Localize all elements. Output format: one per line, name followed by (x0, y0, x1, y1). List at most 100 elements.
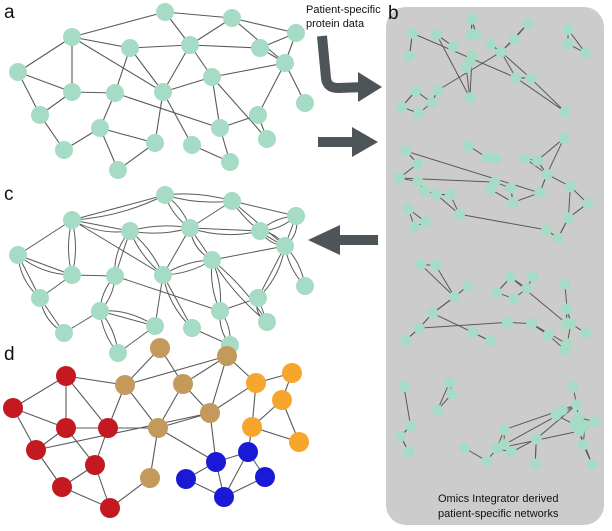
network-node (431, 404, 443, 416)
network-edge (435, 265, 456, 298)
patient-network (395, 376, 601, 470)
cluster-node (242, 417, 262, 437)
network-node (91, 302, 109, 320)
network-node (481, 152, 493, 164)
network-node (181, 36, 199, 54)
network-node (564, 181, 576, 193)
cluster-node (52, 477, 72, 497)
network-node (495, 46, 507, 58)
network-node (586, 458, 598, 470)
input-label-line2: protein data (306, 18, 365, 30)
network-node (400, 334, 412, 346)
network-node (562, 24, 574, 36)
network-node (444, 376, 456, 388)
network-node (223, 192, 241, 210)
input-label-line1: Patient-specific (306, 4, 381, 16)
network-edge (71, 194, 166, 221)
network-edge (99, 127, 156, 144)
network-node (567, 381, 579, 393)
network-edge (162, 91, 193, 146)
network-node (526, 318, 538, 330)
cluster-node (206, 452, 226, 472)
network-node (431, 29, 443, 41)
network-node (507, 196, 519, 208)
network-node (31, 106, 49, 124)
network-node (562, 212, 574, 224)
network-node (426, 97, 438, 109)
network-edge (257, 62, 286, 116)
network-edge (71, 36, 131, 49)
network-node (444, 189, 456, 201)
panel-letter-b: b (388, 3, 399, 24)
network-node (403, 203, 415, 215)
cluster-node (200, 403, 220, 423)
network-node (154, 266, 172, 284)
network-node (109, 344, 127, 362)
network-node (408, 221, 420, 233)
network-a (9, 3, 314, 179)
network-node (395, 430, 407, 442)
network-edge (71, 11, 166, 38)
cluster-node (3, 398, 23, 418)
network-node (405, 420, 417, 432)
network-node (287, 24, 305, 42)
network-node (406, 27, 418, 39)
output-label-line2: patient-specific networks (438, 508, 559, 520)
network-node (249, 106, 267, 124)
panel-letter-c: c (4, 184, 14, 205)
network-node (550, 409, 562, 421)
network-node (521, 282, 533, 294)
network-edge (164, 11, 233, 19)
network-node (484, 38, 496, 50)
network-node (427, 307, 439, 319)
panel-letter-d: d (4, 344, 15, 365)
network-node (223, 9, 241, 27)
network-edge (536, 137, 565, 162)
network-edge (157, 427, 217, 463)
network-node (458, 442, 470, 454)
network-edge (12, 375, 67, 409)
cluster-node (56, 418, 76, 438)
network-edge (189, 227, 261, 236)
network-node (296, 277, 314, 295)
network-edge (114, 92, 221, 129)
network-node (146, 134, 164, 152)
network-node (571, 399, 583, 411)
network-node (579, 327, 591, 339)
network-node (412, 176, 424, 188)
network-node (508, 33, 520, 45)
network-edge (35, 412, 211, 451)
network-node (181, 219, 199, 237)
network-node (508, 293, 520, 305)
network-edge (124, 355, 228, 386)
network-node (505, 182, 517, 194)
network-edge (405, 150, 540, 194)
network-node (559, 106, 571, 118)
network-node (430, 188, 442, 200)
network-node (91, 119, 109, 137)
cluster-node (115, 375, 135, 395)
network-node (589, 416, 601, 428)
network-node (63, 211, 81, 229)
network-node (466, 13, 478, 25)
cluster-node (56, 366, 76, 386)
panel-b-background (386, 7, 604, 525)
network-node (403, 50, 415, 62)
network-node (577, 439, 589, 451)
network-node (249, 289, 267, 307)
network-node (561, 338, 573, 350)
network-node (541, 224, 553, 236)
network-node (580, 47, 592, 59)
cluster-node (176, 469, 196, 489)
network-node (466, 50, 478, 62)
cluster-node (272, 390, 292, 410)
network-node (485, 335, 497, 347)
network-node (565, 318, 577, 330)
network-node (258, 313, 276, 331)
network-node (501, 316, 513, 328)
network-node (63, 83, 81, 101)
network-node (530, 433, 542, 445)
network-node (430, 259, 442, 271)
network-node (449, 291, 461, 303)
